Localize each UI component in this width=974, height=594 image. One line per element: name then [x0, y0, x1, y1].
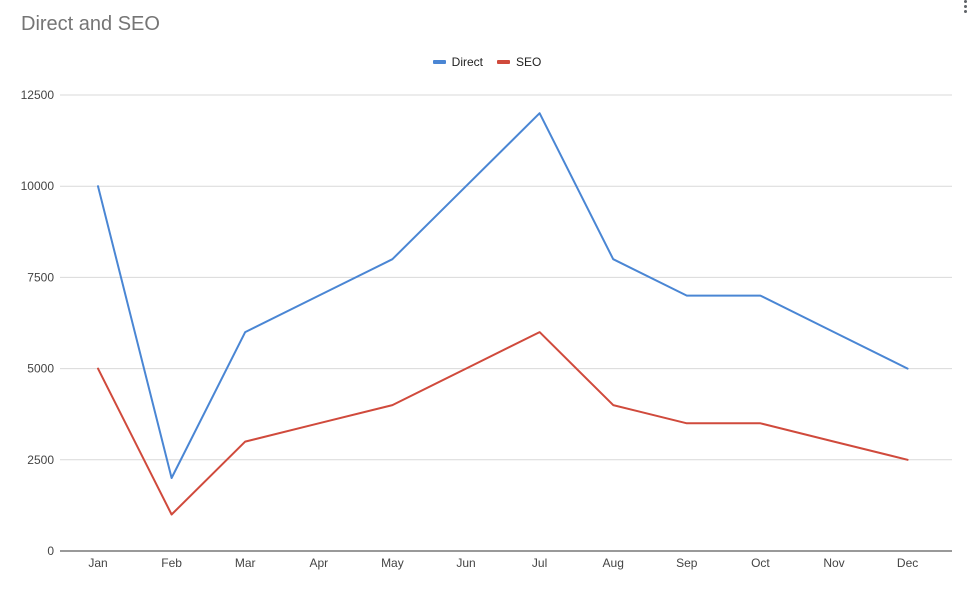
data-point-direct-oct[interactable]	[757, 293, 763, 299]
x-tick-label-mar: Mar	[235, 556, 256, 570]
legend-swatch-direct	[432, 60, 446, 64]
series-line-direct[interactable]	[97, 112, 909, 479]
y-tick-label-5000: 5000	[27, 362, 54, 376]
data-point-seo-feb[interactable]	[169, 512, 175, 518]
x-tick-label-aug: Aug	[603, 556, 624, 570]
legend-item-seo[interactable]: SEO	[497, 55, 541, 69]
x-tick-label-apr: Apr	[309, 556, 328, 570]
y-tick-label-7500: 7500	[27, 270, 54, 284]
x-tick-label-may: May	[381, 556, 404, 570]
x-tick-label-jun: Jun	[456, 556, 475, 570]
data-point-direct-aug[interactable]	[610, 256, 616, 262]
legend-label-direct: Direct	[451, 55, 483, 69]
data-point-direct-jan[interactable]	[95, 183, 101, 189]
x-tick-label-jan: Jan	[88, 556, 107, 570]
data-point-seo-dec[interactable]	[905, 457, 911, 463]
data-point-seo-aug[interactable]	[610, 402, 616, 408]
data-point-direct-jun[interactable]	[463, 183, 469, 189]
data-point-direct-feb[interactable]	[169, 475, 175, 481]
x-tick-label-dec: Dec	[897, 556, 918, 570]
data-point-direct-apr[interactable]	[316, 293, 322, 299]
data-point-seo-apr[interactable]	[316, 420, 322, 426]
data-point-direct-nov[interactable]	[831, 329, 837, 335]
data-point-direct-mar[interactable]	[242, 329, 248, 335]
data-point-seo-jan[interactable]	[95, 366, 101, 372]
data-point-seo-oct[interactable]	[757, 420, 763, 426]
y-tick-label-10000: 10000	[21, 179, 55, 193]
chart-title: Direct and SEO	[21, 13, 160, 35]
data-point-seo-jul[interactable]	[537, 329, 543, 335]
x-tick-label-oct: Oct	[751, 556, 770, 570]
x-tick-label-sep: Sep	[676, 556, 698, 570]
data-point-seo-mar[interactable]	[242, 439, 248, 445]
data-point-seo-may[interactable]	[389, 402, 395, 408]
x-tick-label-nov: Nov	[823, 556, 844, 570]
y-tick-label-0: 0	[47, 544, 54, 558]
data-point-direct-sep[interactable]	[684, 293, 690, 299]
legend-item-direct[interactable]: Direct	[432, 55, 483, 69]
data-point-direct-may[interactable]	[389, 256, 395, 262]
data-point-seo-sep[interactable]	[684, 420, 690, 426]
chart-legend: Direct SEO	[0, 55, 974, 69]
more-options-icon[interactable]	[964, 0, 968, 13]
legend-label-seo: SEO	[516, 55, 542, 69]
data-point-direct-dec[interactable]	[905, 366, 911, 372]
y-tick-label-12500: 12500	[21, 88, 55, 102]
data-point-seo-jun[interactable]	[463, 366, 469, 372]
x-tick-label-jul: Jul	[532, 556, 547, 570]
series-line-seo[interactable]	[97, 331, 909, 516]
data-point-direct-jul[interactable]	[537, 110, 543, 116]
data-point-seo-nov[interactable]	[831, 439, 837, 445]
x-tick-label-feb: Feb	[161, 556, 182, 570]
legend-swatch-seo	[497, 60, 510, 64]
y-tick-label-2500: 2500	[27, 453, 54, 467]
